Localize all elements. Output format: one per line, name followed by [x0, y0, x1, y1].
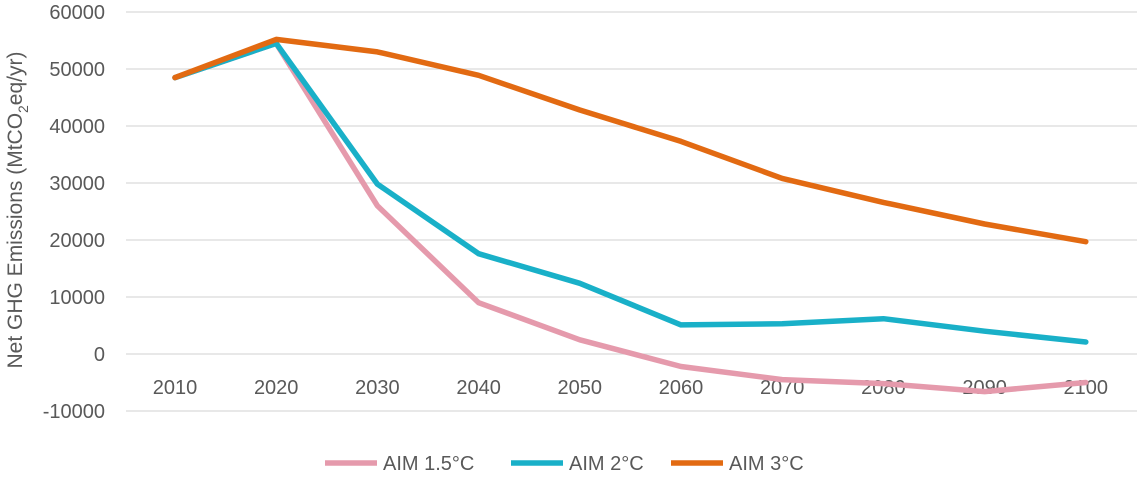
y-tick-label: 50000 — [49, 59, 105, 81]
x-axis-ticks: 2010 2020 2030 2040 2050 2060 2070 2080 2090 2100 — [153, 377, 1108, 399]
y-axis-ticks: -10000 0 10000 20000 30000 40000 50000 60000 — [43, 2, 105, 423]
x-tick-label: 2060 — [659, 377, 704, 399]
legend-label: AIM 2°C — [569, 453, 644, 475]
x-tick-label: 2040 — [456, 377, 501, 399]
y-tick-label: 20000 — [49, 230, 105, 252]
x-tick-label: 2020 — [254, 377, 299, 399]
x-tick-label: 2030 — [355, 377, 400, 399]
series-line — [172, 36, 1089, 245]
x-tick-label: 2090 — [962, 377, 1007, 399]
legend-label: AIM 3°C — [729, 453, 804, 475]
y-tick-label: 40000 — [49, 116, 105, 138]
legend: AIM 1.5°C AIM 2°C AIM 3°C — [325, 453, 804, 475]
y-axis-title: Net GHG Emissions (MtCO2eq/yr) — [4, 51, 31, 368]
y-tick-label: 30000 — [49, 173, 105, 195]
legend-label: AIM 1.5°C — [383, 453, 474, 475]
series-lines — [172, 36, 1089, 395]
series-line — [172, 40, 1089, 395]
x-tick-label: 2050 — [558, 377, 603, 399]
series-line — [172, 40, 1089, 345]
x-tick-label: 2010 — [153, 377, 198, 399]
y-tick-label: 0 — [94, 344, 105, 366]
y-tick-label: -10000 — [43, 401, 105, 423]
y-tick-label: 10000 — [49, 287, 105, 309]
y-tick-label: 60000 — [49, 2, 105, 24]
